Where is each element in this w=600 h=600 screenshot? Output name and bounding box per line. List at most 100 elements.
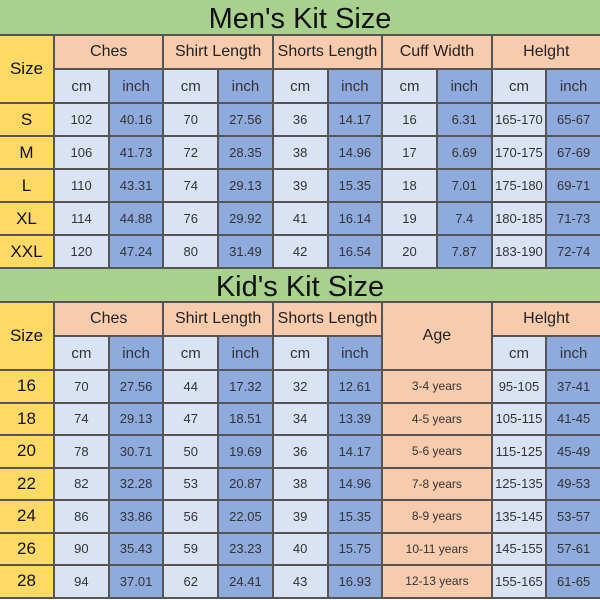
group-header: Shorts Length <box>273 303 382 335</box>
cm-value: 39 <box>273 501 327 532</box>
cm-value: 38 <box>273 137 327 168</box>
inch-value: 71-73 <box>547 203 600 234</box>
inch-value: 65-67 <box>547 104 600 135</box>
cm-value: 80 <box>164 236 218 267</box>
inch-value: 37-41 <box>547 371 600 402</box>
cm-value: 39 <box>273 170 327 201</box>
kid-table-title: Kid's Kit Size <box>0 269 600 303</box>
cm-value: 135-145 <box>492 501 546 532</box>
inch-value: 22.05 <box>219 501 272 532</box>
inch-value: 40.16 <box>109 104 163 135</box>
cm-value: 86 <box>55 501 108 532</box>
cm-value: 43 <box>273 566 327 597</box>
inch-value: 57-61 <box>547 533 600 564</box>
inch-value: 15.35 <box>328 170 382 201</box>
cm-value: 183-190 <box>492 236 546 267</box>
inch-value: 27.56 <box>219 104 272 135</box>
men-table-title: Men's Kit Size <box>0 0 600 36</box>
unit-header-inch: inch <box>219 70 272 102</box>
cm-value: 34 <box>273 403 327 434</box>
inch-value: 6.69 <box>437 137 491 168</box>
inch-value: 18.51 <box>219 403 272 434</box>
inch-value: 14.96 <box>328 137 382 168</box>
cm-value: 115-125 <box>492 436 546 467</box>
inch-value: 61-65 <box>547 566 600 597</box>
unit-header-inch: inch <box>328 70 382 102</box>
inch-value: 44.88 <box>109 203 163 234</box>
cm-value: 36 <box>273 436 327 467</box>
inch-value: 16.93 <box>328 566 382 597</box>
inch-value: 30.71 <box>109 436 163 467</box>
age-value: 8-9 years <box>383 501 491 532</box>
unit-header-inch: inch <box>547 337 600 369</box>
cm-value: 41 <box>273 203 327 234</box>
cm-value: 90 <box>55 533 108 564</box>
inch-value: 16.14 <box>328 203 382 234</box>
cm-value: 74 <box>55 403 108 434</box>
unit-header-cm: cm <box>492 337 546 369</box>
group-header: Helght <box>492 303 600 335</box>
cm-value: 120 <box>55 236 108 267</box>
unit-header-inch: inch <box>437 70 491 102</box>
size-label: 24 <box>0 501 53 532</box>
unit-header-cm: cm <box>55 70 108 102</box>
age-value: 4-5 years <box>383 403 491 434</box>
inch-value: 14.17 <box>328 436 382 467</box>
inch-value: 32.28 <box>109 468 163 499</box>
cm-value: 56 <box>164 501 218 532</box>
cm-value: 53 <box>164 468 218 499</box>
size-label: 22 <box>0 468 53 499</box>
cm-value: 50 <box>164 436 218 467</box>
inch-value: 43.31 <box>109 170 163 201</box>
men-grid: Size Ches cm inch Shirt Length cm inch Shorts L… <box>0 36 600 269</box>
age-value: 10-11 years <box>383 533 491 564</box>
age-value: 5-6 years <box>383 436 491 467</box>
age-value: 7-8 years <box>383 468 491 499</box>
kid-size-table: Kid's Kit Size Size Ches cm inch Shirt Lengt… <box>0 269 600 599</box>
inch-value: 14.96 <box>328 468 382 499</box>
unit-header-cm: cm <box>164 337 218 369</box>
cm-value: 145-155 <box>492 533 546 564</box>
inch-value: 12.61 <box>328 371 382 402</box>
cm-value: 16 <box>383 104 436 135</box>
inch-value: 15.35 <box>328 501 382 532</box>
inch-value: 29.92 <box>219 203 272 234</box>
cm-value: 20 <box>383 236 436 267</box>
cm-value: 62 <box>164 566 218 597</box>
cm-value: 165-170 <box>492 104 546 135</box>
cm-value: 59 <box>164 533 218 564</box>
cm-value: 175-180 <box>492 170 546 201</box>
inch-value: 67-69 <box>547 137 600 168</box>
inch-value: 41.73 <box>109 137 163 168</box>
inch-value: 16.54 <box>328 236 382 267</box>
inch-value: 24.41 <box>219 566 272 597</box>
cm-value: 72 <box>164 137 218 168</box>
inch-value: 53-57 <box>547 501 600 532</box>
inch-value: 28.35 <box>219 137 272 168</box>
size-label: M <box>0 137 53 168</box>
cm-value: 110 <box>55 170 108 201</box>
size-label: 26 <box>0 533 53 564</box>
cm-value: 180-185 <box>492 203 546 234</box>
inch-value: 31.49 <box>219 236 272 267</box>
kid-grid: Size Ches cm inch Shirt Length cm inch Shorts L… <box>0 303 600 599</box>
inch-value: 33.86 <box>109 501 163 532</box>
inch-value: 6.31 <box>437 104 491 135</box>
cm-value: 170-175 <box>492 137 546 168</box>
inch-value: 23.23 <box>219 533 272 564</box>
inch-value: 15.75 <box>328 533 382 564</box>
cm-value: 18 <box>383 170 436 201</box>
men-size-table: Men's Kit Size Size Ches cm inch Shirt Lengt… <box>0 0 600 269</box>
unit-header-inch: inch <box>109 337 163 369</box>
inch-value: 37.01 <box>109 566 163 597</box>
size-label: L <box>0 170 53 201</box>
inch-value: 7.87 <box>437 236 491 267</box>
cm-value: 32 <box>273 371 327 402</box>
cm-value: 40 <box>273 533 327 564</box>
group-header: Helght <box>492 36 600 68</box>
unit-header-cm: cm <box>492 70 546 102</box>
inch-value: 72-74 <box>547 236 600 267</box>
cm-value: 38 <box>273 468 327 499</box>
cm-value: 78 <box>55 436 108 467</box>
cm-value: 76 <box>164 203 218 234</box>
